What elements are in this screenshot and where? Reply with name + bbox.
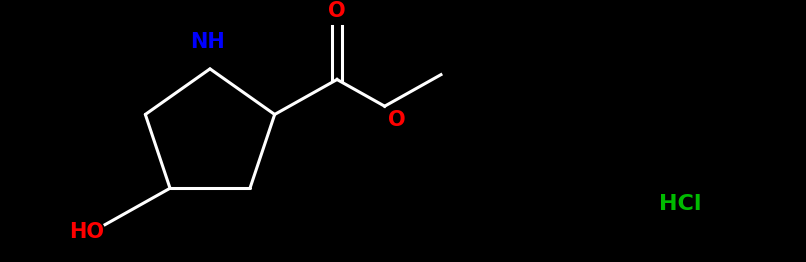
- Text: O: O: [388, 110, 405, 130]
- Text: HO: HO: [69, 222, 105, 242]
- Text: NH: NH: [191, 32, 226, 52]
- Text: HCl: HCl: [659, 194, 701, 214]
- Text: O: O: [328, 1, 346, 21]
